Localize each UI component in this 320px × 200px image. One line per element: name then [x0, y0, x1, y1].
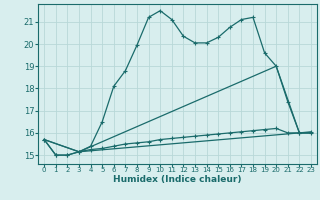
X-axis label: Humidex (Indice chaleur): Humidex (Indice chaleur): [113, 175, 242, 184]
